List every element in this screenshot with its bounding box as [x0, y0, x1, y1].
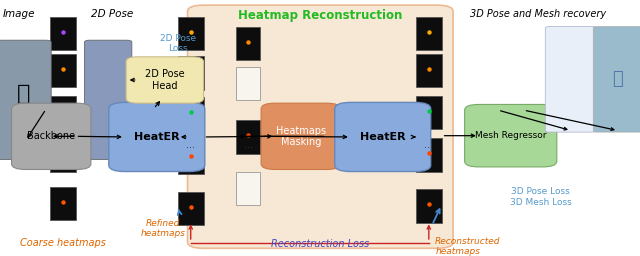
Bar	[50, 187, 76, 220]
Text: 🧍: 🧍	[612, 70, 623, 88]
Bar	[416, 189, 442, 223]
Text: Heatmaps
Masking: Heatmaps Masking	[276, 125, 326, 147]
Text: Backbone: Backbone	[27, 131, 76, 141]
Text: Coarse heatmaps: Coarse heatmaps	[20, 238, 106, 248]
Bar	[50, 138, 76, 172]
Bar	[236, 27, 260, 60]
Text: 🚶: 🚶	[17, 84, 30, 104]
Text: ···: ···	[244, 143, 253, 154]
Text: 2D Pose: 2D Pose	[91, 9, 133, 19]
FancyBboxPatch shape	[109, 102, 205, 172]
Bar	[178, 192, 204, 225]
Bar	[416, 96, 442, 129]
Bar	[178, 17, 204, 50]
Text: ···: ···	[186, 143, 195, 154]
Text: ···: ···	[58, 142, 67, 152]
Text: 3D Pose Loss
3D Mesh Loss: 3D Pose Loss 3D Mesh Loss	[510, 187, 572, 207]
FancyBboxPatch shape	[593, 27, 640, 132]
Text: 2D Pose
Head: 2D Pose Head	[145, 69, 184, 91]
FancyBboxPatch shape	[126, 57, 204, 103]
Bar	[178, 56, 204, 90]
Bar	[416, 138, 442, 172]
Bar	[416, 17, 442, 50]
Bar	[236, 120, 260, 154]
Text: HeatER: HeatER	[134, 132, 180, 142]
FancyBboxPatch shape	[335, 102, 431, 172]
Bar	[50, 96, 76, 129]
Text: HeatER: HeatER	[360, 132, 406, 142]
Bar	[236, 172, 260, 205]
Bar	[416, 54, 442, 87]
Bar	[236, 67, 260, 100]
Text: ···: ···	[424, 143, 433, 154]
Bar	[50, 17, 76, 50]
Text: Reconstructed
heatmaps: Reconstructed heatmaps	[435, 237, 500, 256]
FancyBboxPatch shape	[0, 40, 51, 159]
FancyBboxPatch shape	[465, 104, 557, 167]
FancyBboxPatch shape	[545, 27, 596, 132]
Text: 3D Pose and Mesh recovery: 3D Pose and Mesh recovery	[470, 9, 605, 19]
FancyBboxPatch shape	[261, 103, 340, 169]
Bar	[50, 54, 76, 87]
FancyBboxPatch shape	[84, 40, 132, 159]
Text: Heatmap Reconstruction: Heatmap Reconstruction	[238, 9, 402, 22]
FancyBboxPatch shape	[12, 103, 91, 169]
Text: Refined
heatmaps: Refined heatmaps	[141, 219, 186, 238]
Text: Mesh Regressor: Mesh Regressor	[475, 131, 547, 140]
Text: Reconstruction Loss: Reconstruction Loss	[271, 239, 369, 249]
Text: 2D Pose
Loss: 2D Pose Loss	[160, 34, 196, 53]
Bar	[178, 97, 204, 131]
Bar	[178, 141, 204, 174]
FancyBboxPatch shape	[188, 5, 453, 248]
Text: Image: Image	[3, 9, 35, 19]
